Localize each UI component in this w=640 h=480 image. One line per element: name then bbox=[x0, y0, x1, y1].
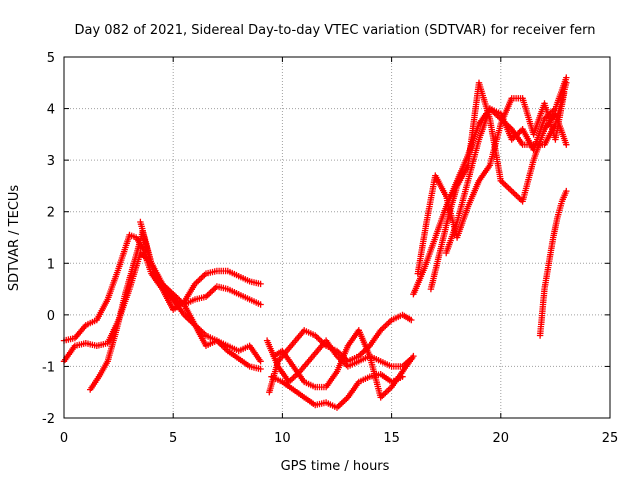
x-tick-label: 20 bbox=[493, 431, 510, 446]
marker-points-track-12 bbox=[443, 74, 570, 257]
y-axis-label: SDTVAR / TECUs bbox=[7, 185, 22, 292]
plot-frame bbox=[63, 56, 611, 419]
series-track-13 bbox=[536, 187, 570, 339]
marker-points-track-11 bbox=[427, 79, 570, 293]
y-tick-label: 2 bbox=[47, 206, 55, 221]
marker-points-track-8 bbox=[270, 327, 417, 401]
axis-ticks: 0 5 10 15 20 25 -2 -1 0 1 2 3 4 5 bbox=[42, 51, 618, 446]
marker-points-track-4 bbox=[137, 218, 264, 373]
y-tick-label: 5 bbox=[47, 51, 55, 66]
x-tick-label: 5 bbox=[169, 431, 177, 446]
data-points bbox=[60, 74, 570, 411]
marker-points-track-10 bbox=[414, 89, 568, 277]
y-tick-label: 4 bbox=[47, 103, 55, 118]
x-tick-label: 0 bbox=[60, 431, 68, 446]
chart-title: Day 082 of 2021, Sidereal Day-to-day VTE… bbox=[74, 23, 595, 38]
series-track-12 bbox=[443, 74, 570, 257]
x-tick-label: 10 bbox=[274, 431, 291, 446]
x-tick-label: 25 bbox=[602, 431, 619, 446]
y-tick-label: 1 bbox=[47, 257, 55, 272]
series-track-8 bbox=[270, 327, 417, 401]
y-tick-label: -2 bbox=[42, 412, 55, 427]
x-tick-label: 15 bbox=[383, 431, 400, 446]
series-track-10 bbox=[414, 89, 568, 277]
y-tick-label: 0 bbox=[47, 309, 55, 324]
marker-points-track-13 bbox=[536, 187, 570, 339]
series-track-4 bbox=[137, 218, 264, 373]
series-track-11 bbox=[427, 79, 570, 293]
y-tick-label: -1 bbox=[42, 360, 55, 375]
y-tick-label: 3 bbox=[47, 154, 55, 169]
x-axis-label: GPS time / hours bbox=[281, 459, 390, 474]
